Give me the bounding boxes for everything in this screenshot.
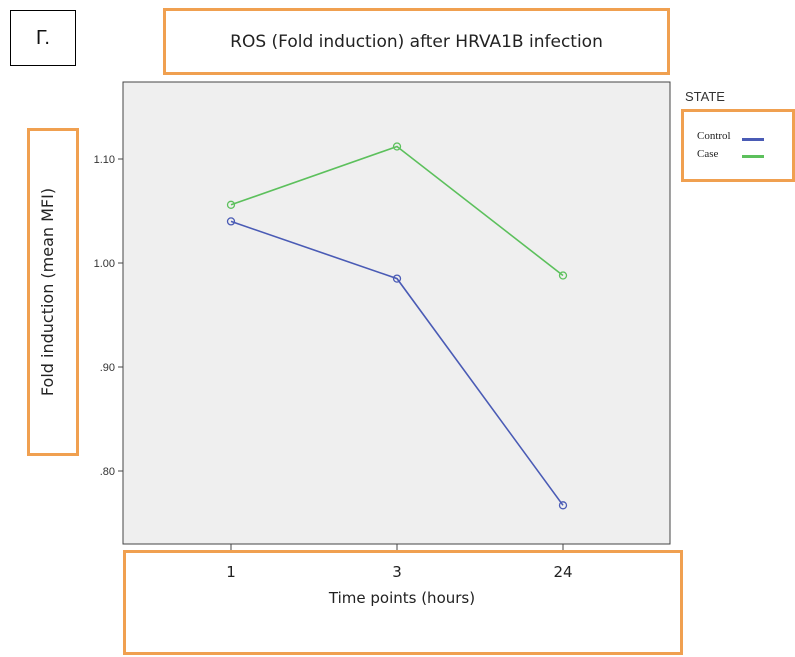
x-tick-label: 1 xyxy=(226,563,236,581)
legend-entry-control: Control xyxy=(697,130,731,142)
data-point-control xyxy=(392,274,402,283)
y-axis-label: Fold induction (mean MFI) xyxy=(38,188,57,396)
data-point-control xyxy=(226,217,236,226)
series-line-control xyxy=(230,220,564,506)
x-axis-label: Time points (hours) xyxy=(328,589,475,607)
legend-swatch-case xyxy=(742,155,764,158)
y-tick-label: 1.10 xyxy=(94,154,115,166)
series-lines xyxy=(226,142,568,510)
y-tick-label: .90 xyxy=(100,362,115,374)
y-tick-label: .80 xyxy=(100,466,115,478)
y-tick-label: 1.00 xyxy=(94,258,115,270)
data-point-case xyxy=(392,142,402,151)
plot-area xyxy=(122,81,671,545)
x-tick-label: 3 xyxy=(392,563,402,581)
x-axis-label-box xyxy=(123,550,683,655)
y-axis-label-box xyxy=(27,128,79,456)
y-axis: .80 .90 1.00 1.10 xyxy=(94,154,123,478)
legend-title: STATE xyxy=(685,89,725,104)
panel-label: Г. xyxy=(10,10,76,66)
legend-entry-case: Case xyxy=(697,148,719,160)
data-point-case xyxy=(558,271,568,280)
data-point-case xyxy=(226,200,236,209)
data-point-control xyxy=(558,501,568,510)
x-axis: 1 3 24 xyxy=(226,544,573,581)
legend-swatch-control xyxy=(742,138,764,141)
series-line-case xyxy=(230,145,564,277)
x-tick-label: 24 xyxy=(553,563,572,581)
chart-title: ROS (Fold induction) after HRVA1B infect… xyxy=(163,8,670,75)
legend-box xyxy=(681,109,795,182)
